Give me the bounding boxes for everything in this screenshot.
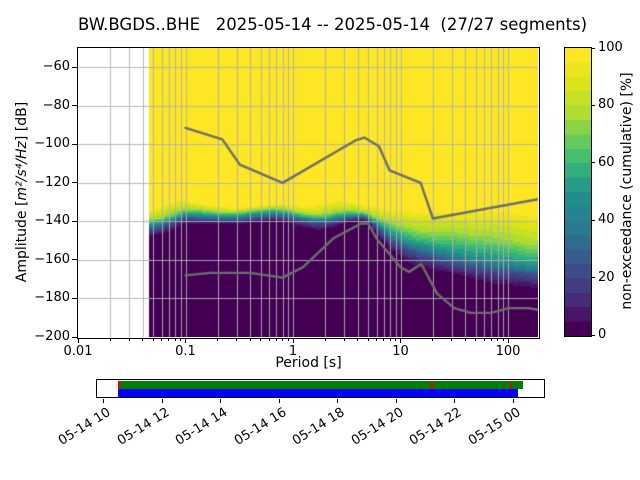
x-minor-tick [217,338,219,341]
y-tick-label: −120 [34,174,70,190]
timeline-tick-label: 05-14 18 [290,405,348,449]
y-tick-label: −180 [34,290,70,306]
x-minor-tick [180,338,182,341]
timeline-coverage-box [96,379,545,398]
colorbar-tick-label: 60 [598,154,615,170]
x-minor-tick [490,338,492,341]
timeline-tick-label: 05-14 16 [231,405,290,449]
x-tick [507,338,509,343]
x-minor-tick [249,338,251,341]
colorbar-tick-label: 40 [598,212,615,228]
x-minor-tick [343,338,345,341]
x-tick [185,338,186,343]
x-minor-tick [389,338,391,341]
y-tick [72,66,77,68]
x-minor-tick [502,338,504,341]
y-tick-label: −140 [34,213,70,229]
y-tick-label: −200 [34,329,70,344]
timeline-tick [220,398,222,403]
colorbar-tick [591,162,595,164]
timeline-tick-label: 05-14 20 [348,405,407,449]
timeline-tick-label: 05-14 12 [114,405,173,449]
x-minor-tick [451,338,453,341]
x-minor-tick [432,338,434,341]
timeline-tick-label: 05-15 00 [465,405,524,449]
x-minor-tick [128,338,130,341]
x-minor-tick [367,338,369,341]
timeline-tick [512,398,514,403]
y-tick [72,297,77,299]
y-tick [72,259,77,261]
figure-title: BW.BGDS..BHE 2025-05-14 -- 2025-05-14 (2… [78,15,588,34]
ppsd-heatmap-canvas [78,48,538,337]
colorbar-tick [591,47,595,49]
x-minor-tick [395,338,397,341]
x-minor-tick [464,338,466,341]
x-tick-label: 100 [495,344,521,359]
colorbar-label: non-exceedance (cumulative) [%] [619,72,635,310]
timeline-tick [337,398,339,403]
x-minor-tick [357,338,359,341]
x-minor-tick [268,338,270,341]
timeline-gap-marker [118,380,121,389]
x-minor-tick [497,338,499,341]
x-minor-tick [174,338,176,341]
x-minor-tick [161,338,163,341]
timeline-gap-marker [431,380,434,389]
y-tick [72,105,77,107]
x-tick-label: 0.1 [175,344,196,359]
x-tick-label: 10 [392,344,409,359]
y-tick [72,143,77,145]
timeline-tick-label: 05-14 10 [55,405,114,449]
x-minor-tick [376,338,378,341]
x-tick [292,338,294,343]
x-minor-tick [324,338,326,341]
timeline-tick [103,398,104,403]
colorbar [564,47,592,337]
colorbar-tick [591,334,595,336]
colorbar-tick-label: 100 [598,40,623,55]
timeline-tick [161,398,163,403]
timeline-tick [454,398,456,403]
x-tick-label: 1 [288,344,298,359]
y-tick [72,220,77,222]
x-minor-tick [483,338,485,341]
y-tick [72,182,77,184]
x-axis-label: Period [s] [275,355,342,371]
x-minor-tick [383,338,385,341]
timeline-gap-marker [510,380,512,389]
x-tick [77,338,79,343]
x-minor-tick [152,338,154,341]
y-tick-label: −160 [34,251,70,267]
y-tick-label: −80 [42,97,70,113]
x-tick-label: 0.01 [63,344,93,359]
timeline-tick [278,398,280,403]
y-tick [72,336,77,338]
x-minor-tick [287,338,289,341]
y-tick-label: −100 [34,136,70,152]
x-tick [400,338,402,343]
timeline-tick-label: 05-14 14 [173,405,231,449]
x-minor-tick [168,338,170,341]
colorbar-tick-label: 80 [598,97,615,113]
colorbar-tick-label: 0 [598,327,607,342]
colorbar-tick [591,219,595,221]
y-tick-label: −60 [42,59,70,75]
timeline-psd-coverage-bar [118,388,519,397]
x-minor-tick [275,338,277,341]
colorbar-tick [591,104,595,106]
x-minor-tick [109,338,111,341]
x-minor-tick [236,338,238,341]
timeline-tick-label: 05-14 22 [407,405,465,449]
colorbar-tick [591,277,595,279]
timeline-data-coverage-bar [118,380,523,389]
timeline-tick [395,398,397,403]
x-minor-tick [142,338,144,341]
x-minor-tick [282,338,284,341]
x-minor-tick [260,338,262,341]
colorbar-tick-label: 20 [598,269,615,285]
x-minor-tick [475,338,477,341]
